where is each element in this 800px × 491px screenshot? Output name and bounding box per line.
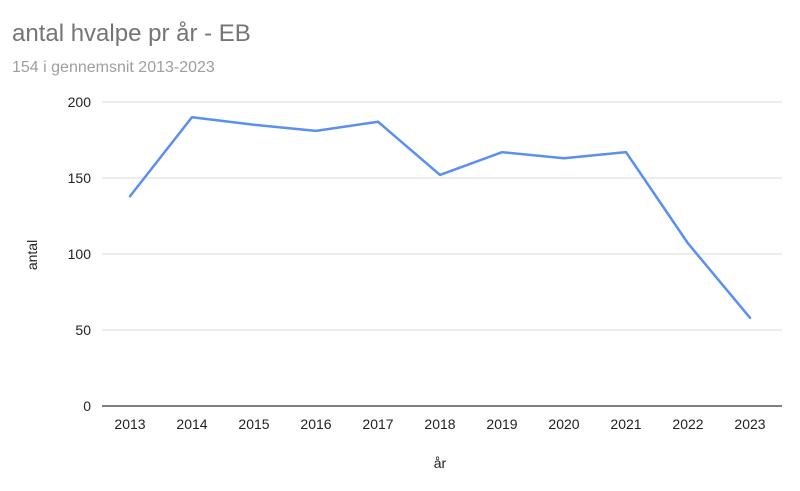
x-tick-labels: 2013 2014 2015 2016 2017 2018 2019 2020 2021 2022… [114,416,765,432]
x-tick-label: 2021 [610,416,641,432]
chart-subtitle: 154 i gennemsnit 2013-2023 [12,59,215,76]
y-tick-label: 0 [83,398,91,414]
y-tick-labels: 0 50 100 150 200 [68,94,92,414]
x-tick-label: 2015 [238,416,269,432]
series-line [128,115,752,320]
y-tick-label: 200 [68,94,92,110]
x-tick-label: 2019 [486,416,517,432]
x-tick-label: 2017 [362,416,393,432]
x-tick-label: 2022 [672,416,703,432]
x-tick-label: 2014 [176,416,207,432]
x-axis-title: år [434,455,447,471]
chart-title: antal hvalpe pr år - EB [12,20,251,47]
gridlines [102,101,782,407]
x-tick-label: 2018 [424,416,455,432]
x-tick-label: 2013 [114,416,145,432]
series-lines [128,115,752,320]
y-tick-label: 100 [68,246,92,262]
y-tick-label: 150 [68,170,92,186]
x-tick-label: 2023 [734,416,765,432]
y-tick-label: 50 [75,322,91,338]
y-axis-title: antal [24,240,40,270]
x-tick-label: 2020 [548,416,579,432]
x-tick-label: 2016 [300,416,331,432]
